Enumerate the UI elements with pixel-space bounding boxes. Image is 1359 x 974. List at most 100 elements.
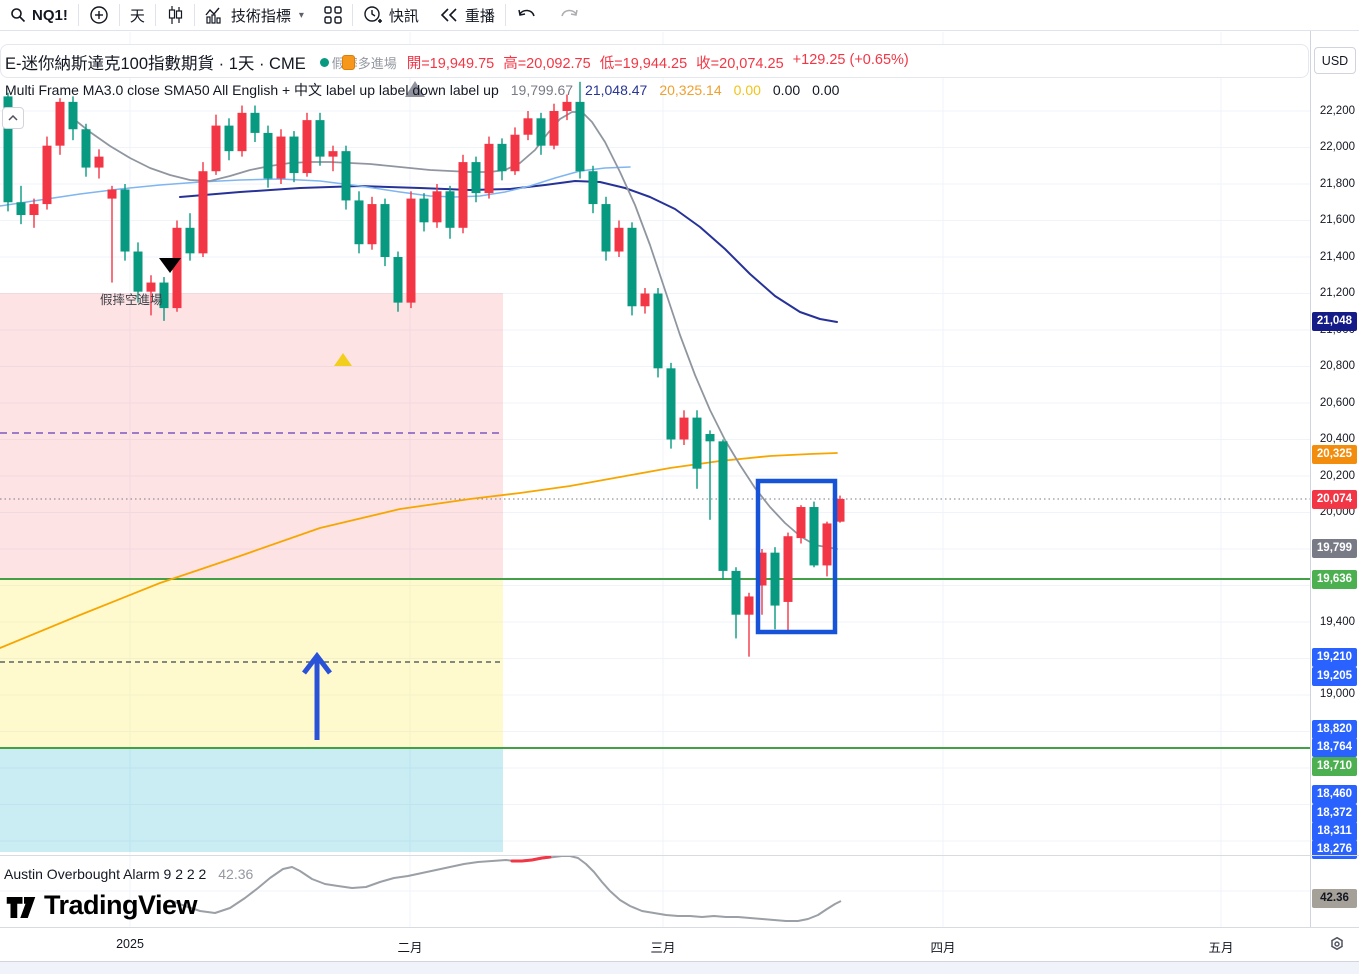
- symbol-search-button[interactable]: NQ1!: [0, 0, 78, 30]
- replay-button[interactable]: 重播: [429, 0, 505, 30]
- candle: [263, 132, 273, 179]
- undo-button[interactable]: [506, 0, 548, 30]
- toolbar-separator: [77, 4, 79, 26]
- candle: [718, 441, 728, 571]
- undo-icon: [516, 7, 538, 23]
- candle: [328, 151, 338, 157]
- candle: [211, 125, 221, 172]
- price-badge: 18,372: [1312, 804, 1357, 823]
- tradingview-logo-icon: [6, 896, 36, 918]
- candle: [81, 129, 91, 168]
- candle: [42, 145, 52, 205]
- top-toolbar: NQ1! 天 技術指標 ▾: [0, 0, 1359, 31]
- indicators-icon: [205, 6, 225, 24]
- candle: [185, 227, 195, 254]
- scale-settings-gear-icon[interactable]: [1327, 934, 1347, 954]
- candle: [692, 417, 702, 469]
- candle: [510, 134, 520, 172]
- chart-style-button[interactable]: [156, 0, 194, 30]
- candle: [289, 136, 299, 174]
- candle: [406, 198, 416, 303]
- ohlc-value: 收=20,074.25: [696, 55, 784, 72]
- ohlc-value: +129.25 (+0.65%): [792, 51, 909, 68]
- indicator-title[interactable]: Multi Frame MA3.0 close SMA50 All Englis…: [5, 82, 499, 98]
- price-tick-label: 19,000: [1319, 688, 1355, 700]
- ma-orange-sma50-htf: [0, 452, 838, 649]
- time-tick-label: 五月: [1208, 941, 1234, 955]
- entry-signal-marker[interactable]: 假摔多進場: [319, 53, 397, 72]
- blue-rectangle-drawing[interactable]: [755, 478, 838, 635]
- candle: [562, 101, 572, 111]
- pane-separator[interactable]: [0, 855, 1359, 856]
- price-tick-label: 22,000: [1319, 141, 1355, 153]
- toolbar-separator: [118, 4, 120, 26]
- price-tick-label: 21,200: [1319, 287, 1355, 299]
- interval-button[interactable]: 天: [120, 0, 155, 30]
- candle: [159, 282, 169, 309]
- price-tick-label: 20,200: [1319, 470, 1355, 482]
- indicator2-title[interactable]: Austin Overbought Alarm: [4, 866, 160, 882]
- toolbar-separator: [154, 4, 156, 26]
- price-badge: 18,820: [1312, 720, 1357, 739]
- layout-button[interactable]: [314, 0, 352, 30]
- candle: [55, 101, 65, 146]
- candle: [731, 570, 741, 615]
- price-badge: 18,710: [1312, 757, 1357, 776]
- support-zone-cyan[interactable]: [0, 748, 503, 852]
- tradingview-logo[interactable]: TradingView: [6, 890, 198, 921]
- price-badge: 19,799: [1312, 539, 1357, 558]
- redo-button[interactable]: [548, 0, 590, 30]
- replay-label: 重播: [464, 7, 495, 25]
- chevron-down-icon: ▾: [298, 9, 304, 21]
- candle: [679, 417, 689, 440]
- symbol-name: NQ1!: [32, 6, 68, 24]
- price-badge: 20,325: [1312, 445, 1357, 464]
- candle: [536, 118, 546, 146]
- candle: [666, 368, 676, 440]
- candle: [315, 120, 325, 157]
- candle: [146, 282, 156, 292]
- price-badge: 19,210: [1312, 648, 1357, 667]
- candle: [393, 257, 403, 303]
- redo-icon: [558, 7, 580, 23]
- ma-navy: [179, 180, 838, 323]
- oscillator-line: [171, 855, 842, 922]
- ohlc-value: 高=20,092.75: [503, 55, 591, 72]
- price-badge: 18,764: [1312, 738, 1357, 757]
- indicator-value: 20,325.14: [659, 82, 722, 98]
- candle: [276, 136, 286, 179]
- yellow-triangle-up-icon[interactable]: [334, 353, 352, 366]
- plus-circle-icon: [89, 5, 109, 25]
- candle: [484, 143, 494, 194]
- candle: [367, 204, 377, 245]
- price-tick-label: 21,400: [1319, 251, 1355, 263]
- alert-button[interactable]: 快訊: [353, 0, 429, 30]
- time-axis[interactable]: 2025 二月 三月 四月 五月: [0, 928, 1359, 961]
- target-zone-yellow[interactable]: [0, 579, 503, 748]
- candle: [419, 198, 429, 223]
- candle: [68, 101, 78, 130]
- indicators-button[interactable]: 技術指標 ▾: [195, 0, 314, 30]
- price-axis[interactable]: USD 22,200 22,000 21,800 21,600 21,400 21,200…: [1310, 30, 1359, 961]
- candle: [757, 552, 767, 586]
- currency-button[interactable]: USD: [1314, 47, 1356, 74]
- price-badge: 18,276: [1312, 840, 1357, 859]
- collapse-legend-button[interactable]: [2, 107, 24, 129]
- short-entry-triangle-down-icon[interactable]: [159, 258, 181, 273]
- candle: [575, 101, 585, 172]
- symbol-title[interactable]: E-迷你納斯達克100指數期貨 · 1天 · CME: [5, 55, 306, 73]
- orange-badge-icon: [341, 54, 355, 70]
- candle: [172, 227, 182, 309]
- time-tick-label: 2025: [116, 937, 144, 951]
- short-zone-pink[interactable]: [0, 293, 503, 579]
- blue-arrow-head[interactable]: [302, 651, 332, 675]
- compare-button[interactable]: [79, 0, 119, 30]
- price-tick-label: 21,600: [1319, 214, 1355, 226]
- chevron-up-icon: [8, 115, 18, 121]
- candle: [302, 120, 312, 174]
- label-up-triangle-icon: [405, 81, 425, 97]
- symbol-legend-row: E-迷你納斯達克100指數期貨 · 1天 · CME 假摔多進場 開=19,94…: [5, 51, 909, 74]
- toolbar-separator: [351, 4, 353, 26]
